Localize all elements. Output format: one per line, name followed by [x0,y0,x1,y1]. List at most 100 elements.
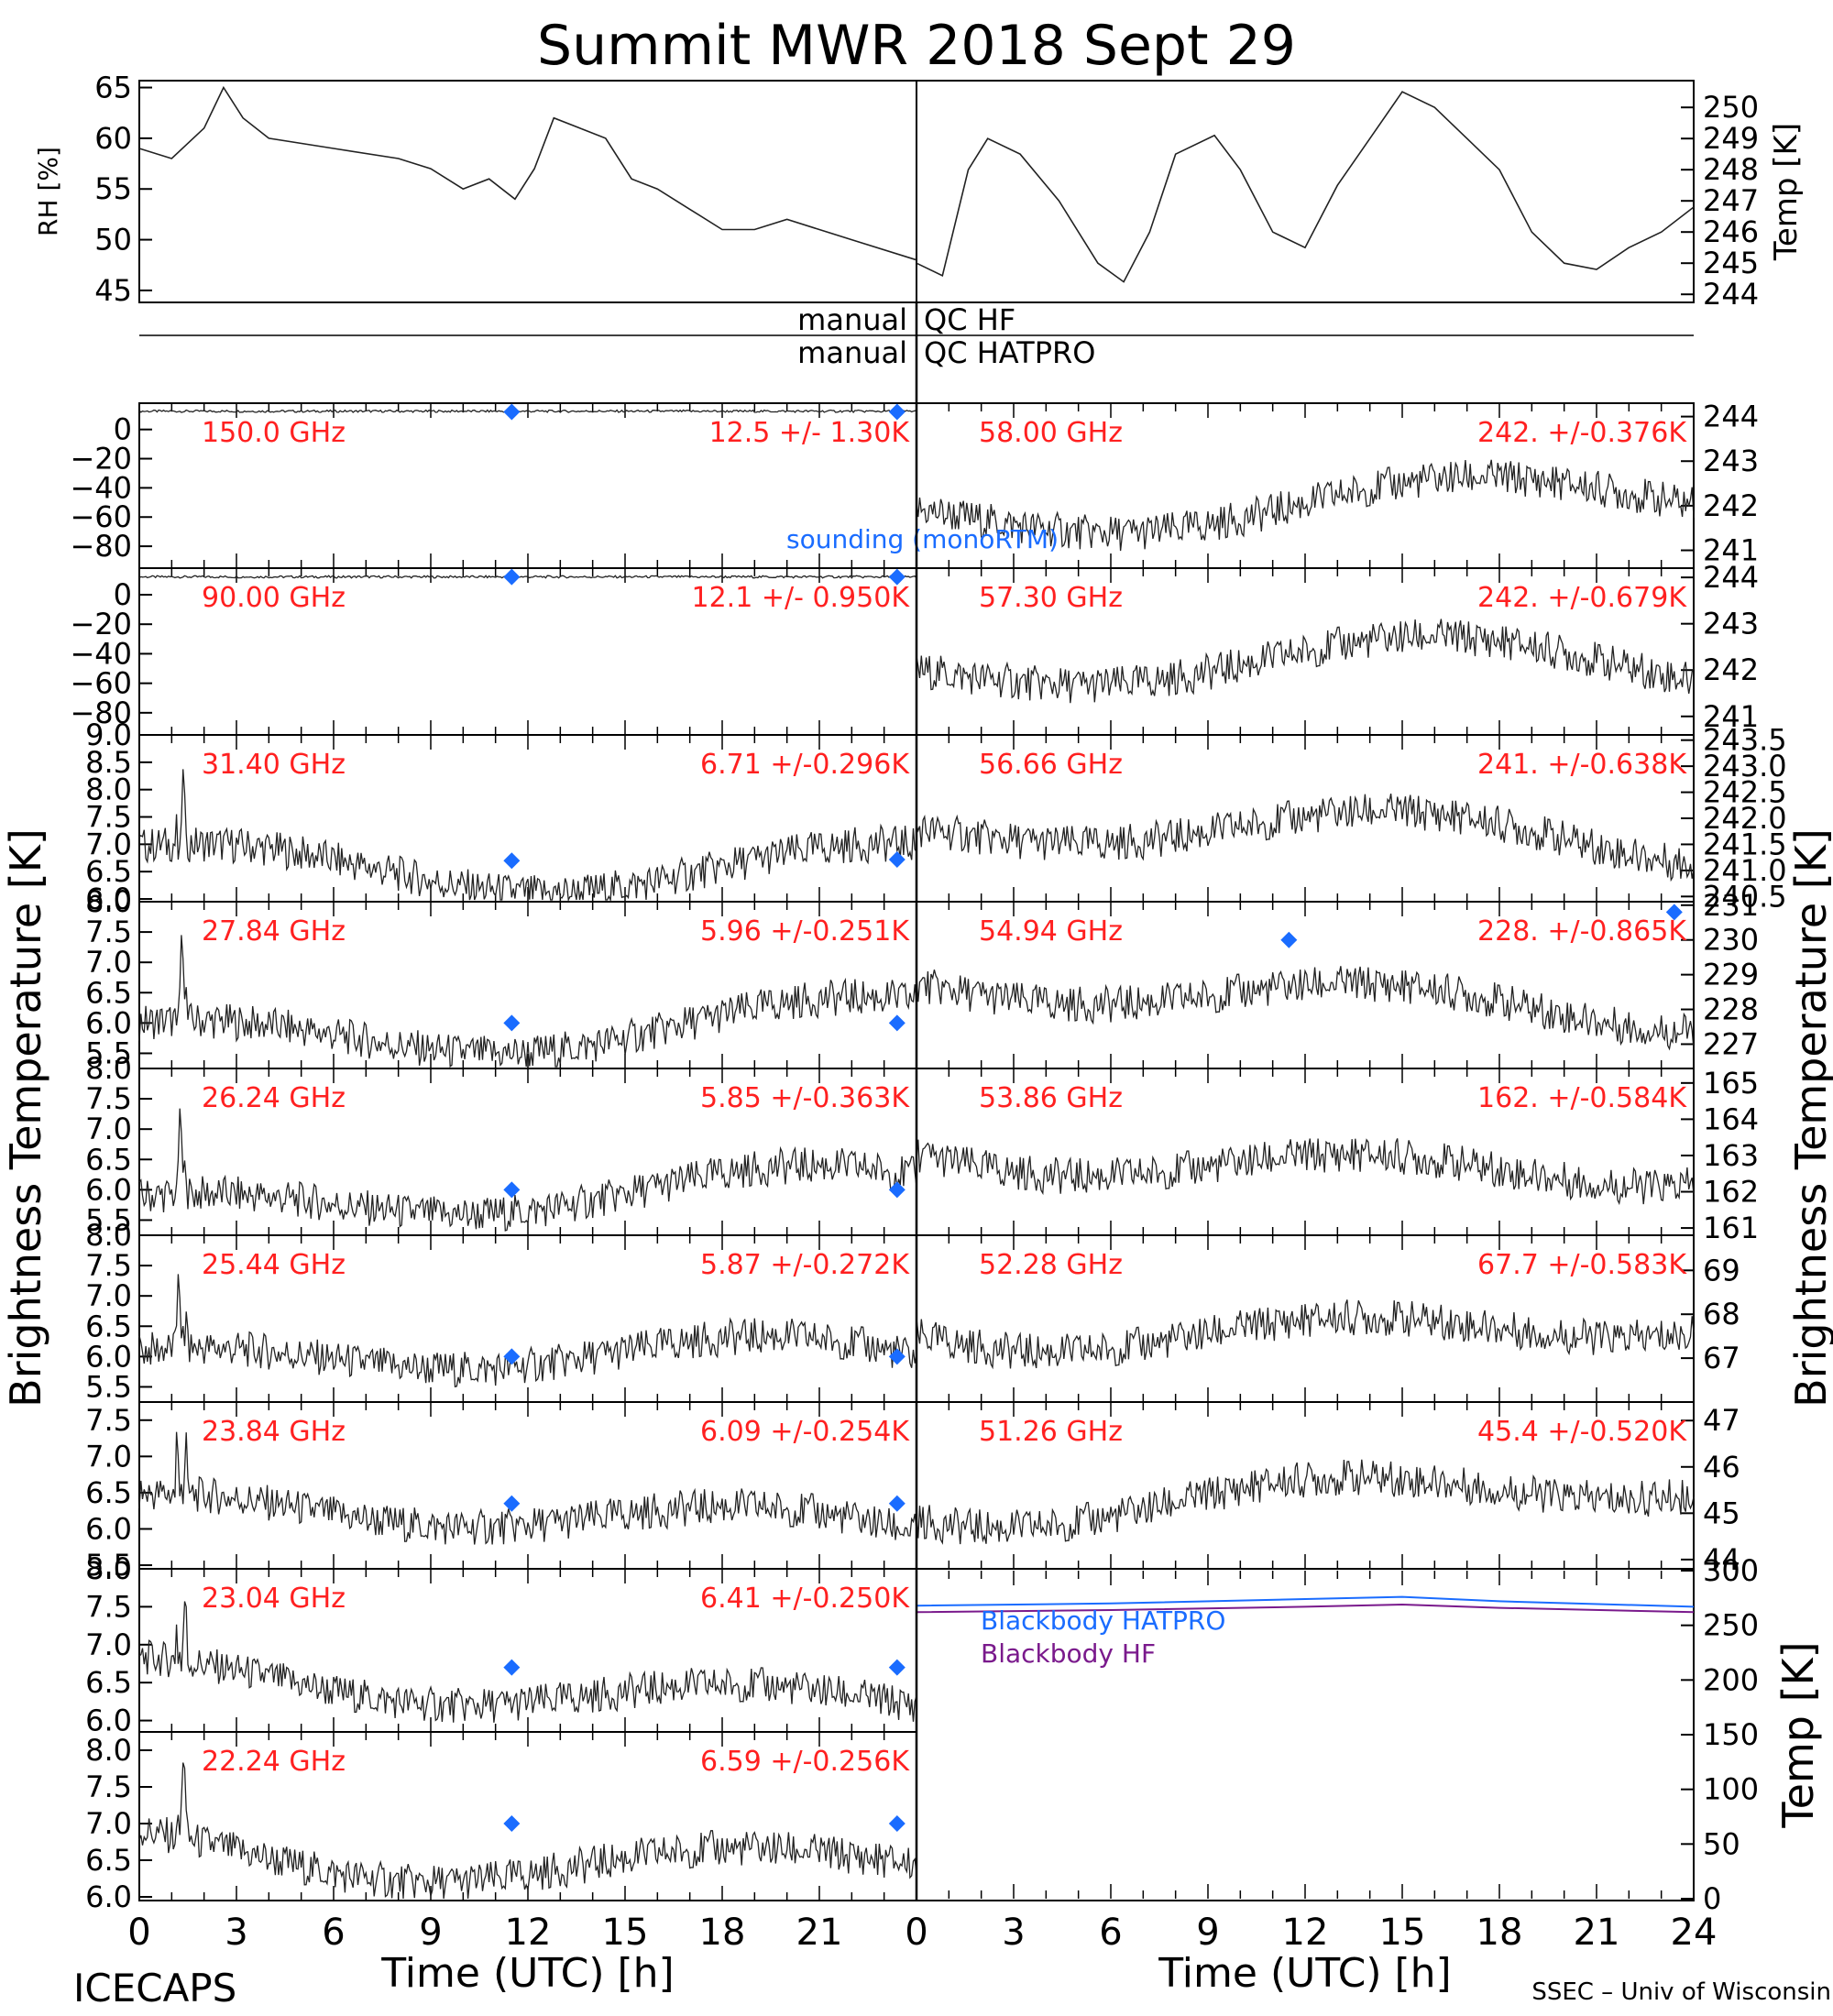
footer-left: ICECAPS [73,1966,236,2011]
tb_150-ytick-label: −20 [70,442,132,477]
tb_3140-ytick-label: 9.0 [85,718,132,752]
tb_2304-frequency-label: 23.04 GHz [202,1583,346,1615]
tb_150-sounding-marker [888,403,906,421]
tb_5666-ytick-label: 241.0 [1703,853,1787,888]
tb_2624-sounding-marker [888,1181,906,1199]
tb_2304-ytick-label: 7.5 [85,1589,132,1624]
tb_5730-ytick-label: 243 [1703,607,1759,641]
sounding-label: sounding (monoRTM) [786,524,1059,554]
tb_2544-ytick-label: 6.5 [85,1309,132,1343]
tb_2384-sounding-marker [503,1495,521,1512]
tb_5800-ytick-label: 241 [1703,533,1759,568]
tb_5494-stat-label: 228. +/-0.865K [1477,915,1687,948]
tb_2224-ytick-label: 6.0 [85,1879,132,1914]
tb_5494-ytick-label: 228 [1703,992,1759,1027]
tb_150-ytick-label: −80 [70,529,132,564]
tb_150-panel: 0−20−40−60−80 150.0 GHz 12.5 +/- 1.30K [70,402,917,569]
footer-right: SSEC – Univ of Wisconsin [1531,1978,1831,2006]
tb_3140-stat-label: 6.71 +/-0.296K [700,749,910,781]
left-xtick-label: 21 [796,1912,843,1954]
tb_5126-panel: 44 45 46 47 51.26 GHz 45.4 +/-0.520K [916,1401,1740,1577]
tb_2224-sounding-marker [503,1815,521,1832]
tb_5126-ytick-label: 45 [1703,1496,1740,1530]
tb_2624-stat-label: 5.85 +/-0.363K [700,1082,910,1114]
blackbody-ytick-label: 300 [1703,1553,1759,1588]
tb_2784-sounding-marker [888,1014,906,1032]
tb_2304-ytick-label: 8.0 [85,1551,132,1586]
tb_5228-panel: 67 68 69 52.28 GHz 67.7 +/-0.583K [916,1234,1740,1403]
chart-title: Summit MWR 2018 Sept 29 [537,14,1296,78]
tb_2384-frequency-label: 23.84 GHz [202,1416,346,1448]
tb_5126-ytick-label: 44 [1703,1542,1740,1577]
tb_2544-ytick-label: 6.0 [85,1339,132,1374]
tb_2624-trace [138,1108,917,1232]
qc-hf-left-label: manual [797,302,907,337]
tb_150-ytick-label: −40 [70,470,132,505]
tb_5386-ytick-label: 163 [1703,1138,1759,1173]
rh-panel-frame [138,80,917,303]
tb_5386-ytick-label: 161 [1703,1211,1759,1245]
tb_2304-ytick-label: 7.0 [85,1627,132,1662]
tb_2784-panel: 5.56.06.57.07.58.027.84 GHz 5.96 +/-0.251… [85,884,917,1070]
tb_2304-ytick-label: 6.5 [85,1665,132,1700]
tb_2224-ytick-label: 6.5 [85,1843,132,1878]
tb_90-ytick-label: −20 [70,607,132,641]
tb_90-ytick-label: 0 [114,577,132,612]
right-xtick-label: 24 [1671,1912,1718,1954]
tb_5126-stat-label: 45.4 +/-0.520K [1477,1416,1687,1448]
tb_2304-sounding-marker [888,1659,906,1676]
tb_5386-ytick-label: 162 [1703,1175,1759,1210]
tb_90-ytick-label: −40 [70,636,132,671]
rh-ytick-label: 45 [94,273,132,308]
temp-ytick-label: 246 [1703,214,1759,249]
tb_2224-ytick-label: 7.0 [85,1806,132,1841]
tb_5666-ytick-label: 242.0 [1703,801,1787,836]
tb_3140-sounding-marker [503,852,521,870]
tb_3140-panel: 6.06.57.07.58.08.59.031.40 GHz 6.71 +/-0.… [85,718,917,916]
tb_3140-ytick-label: 6.5 [85,854,132,889]
tb_2384-ytick-label: 6.0 [85,1511,132,1546]
tb_3140-sounding-marker [888,851,906,869]
blackbody-ytick-label: 200 [1703,1662,1759,1697]
right-xtick-label: 15 [1379,1912,1426,1954]
tb_3140-ytick-label: 8.0 [85,772,132,807]
tb_2224-trace [138,1762,917,1900]
tb_2384-ytick-label: 5.5 [85,1548,132,1583]
tb_5126-ytick-label: 47 [1703,1403,1740,1438]
tb_90-trace [138,575,917,579]
tb_5494-sounding-marker [1280,931,1298,948]
right-xlabel: Time (UTC) [h] [1158,1950,1451,1997]
tb_2384-ytick-label: 6.5 [85,1475,132,1510]
blackbody-ytick-label: 0 [1703,1881,1721,1916]
right-xtick-label: 12 [1282,1912,1329,1954]
rh-series-layer: 45 50 55 60 65 [94,71,917,308]
tb_5494-ytick-label: 231 [1703,888,1759,923]
tb_3140-ytick-label: 8.5 [85,745,132,780]
right-xtick-label: 0 [905,1912,927,1954]
tb_2304-panel: 6.0 6.57.07.58.0 23.04 GHz 6.41 +/-0.250K [85,1551,917,1738]
right-xtick-label: 9 [1196,1912,1219,1954]
tb_2304-sounding-marker [503,1659,521,1676]
tb_2784-ytick-label: 6.0 [85,1005,132,1040]
tb_5730-ytick-label: 241 [1703,699,1759,734]
left-xtick-label: 6 [322,1912,345,1954]
left-ylabel: Brightness Temperature [K] [1,828,50,1408]
tb_2544-ytick-label: 7.0 [85,1278,132,1313]
temp-ytick-label: 245 [1703,246,1759,280]
tb_5666-trace [916,793,1695,882]
tb_2784-sounding-marker [503,1014,521,1032]
right-xtick-label: 3 [1002,1912,1025,1954]
tb_90-sounding-marker [503,568,521,586]
tb_2784-ytick-label: 6.5 [85,975,132,1010]
tb_2544-ytick-label: 8.0 [85,1218,132,1253]
tb_5800-ytick-label: 242 [1703,488,1759,523]
tb_90-frequency-label: 90.00 GHz [202,582,346,614]
blackbody-ytick-label: 50 [1703,1826,1740,1861]
tb_2384-stat-label: 6.09 +/-0.254K [700,1416,910,1448]
blackbody-ytick-label: 150 [1703,1717,1759,1752]
left-xtick-label: 3 [225,1912,247,1954]
tb_5666-stat-label: 241. +/-0.638K [1477,749,1687,781]
